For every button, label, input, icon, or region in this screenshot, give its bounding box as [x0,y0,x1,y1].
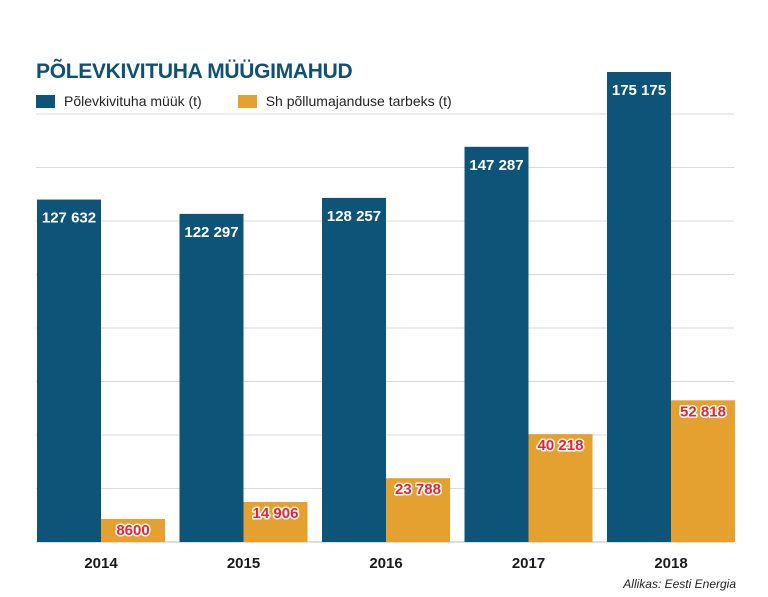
x-tick-label-2014: 2014 [84,555,118,572]
legend-label-agriculture: Sh põllumajanduse tarbeks (t) [265,93,452,109]
bar-agriculture-2018 [671,400,735,542]
bar-agriculture-2015 [243,502,308,542]
bar-sales-2016 [322,197,386,543]
legend-label-sales: Põlevkivituha müük (t) [64,93,202,109]
bar-sales-2018 [607,72,671,542]
legend-item-agriculture: Sh põllumajanduse tarbeks (t) [237,93,452,109]
chart-title: PÕLEVKIVITUHA MÜÜGIMAHUD [36,60,353,83]
data-label-sales-2016: 128 257 [327,208,381,225]
bar-sales-2015 [179,213,244,542]
x-tick-label-2017: 2017 [512,555,545,572]
x-tick-label-2016: 2016 [369,555,402,572]
x-tick-label-2018: 2018 [654,555,687,572]
bar-agriculture-2014 [101,518,165,542]
legend-swatch-agriculture [237,94,257,108]
bar-agriculture-2016 [386,478,450,542]
legend: Põlevkivituha müük (t) Sh põllumajanduse… [36,93,452,109]
data-label-agriculture-2016: 23 788 [395,481,441,498]
bar-sales-2017 [464,146,529,542]
data-label-sales-2015: 122 297 [184,224,238,241]
legend-item-sales: Põlevkivituha müük (t) [36,93,202,109]
data-label-agriculture-2015: 14 906 [253,505,299,522]
data-label-agriculture-2014: 8600 [116,522,149,539]
data-label-sales-2018: 175 175 [612,82,666,99]
data-label-agriculture-2018: 52 818 [680,403,726,420]
bar-sales-2014 [37,199,101,542]
data-label-sales-2017: 147 287 [469,157,523,174]
data-label-agriculture-2017: 40 218 [538,437,584,454]
legend-swatch-sales [36,94,55,108]
source-note: Allikas: Eesti Energia [623,577,736,591]
data-label-sales-2014: 127 632 [42,210,96,227]
bar-agriculture-2017 [528,434,593,542]
x-tick-label-2015: 2015 [227,555,260,572]
